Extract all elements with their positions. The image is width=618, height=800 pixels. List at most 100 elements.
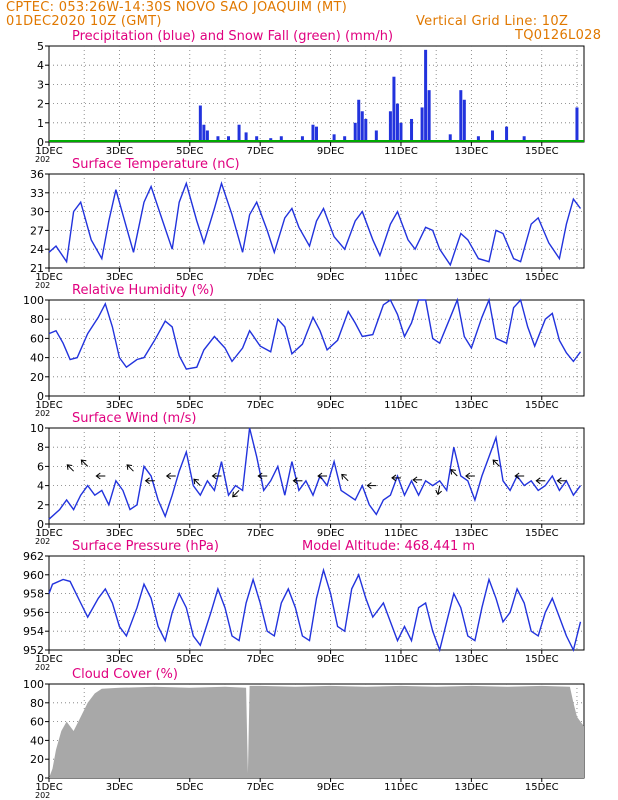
x-tick-label: 5DEC [176,654,203,665]
precip-bar [388,111,392,142]
y-tick-label: 0 [37,518,44,531]
x-tick-label: 15DEC [525,782,559,793]
y-tick-label: 0 [37,136,44,149]
wind-arrow-head [341,473,347,480]
series-line [48,297,582,370]
chart-panel-5: 952 954 956 958 960 962 1DEC 3DEC 5DEC 7DEC 9DEC 11… [23,539,585,672]
x-tick-label: 13DEC [455,782,489,793]
precip-bar [505,126,509,142]
precip-bar [216,136,220,142]
wind-arrow-head [366,482,372,489]
precip-bar [575,107,579,142]
x-tick-label: 11DEC [384,528,418,539]
y-tick-label: 8 [37,441,44,454]
x-tick-label: 7DEC [246,782,273,793]
x-tick-label: 15DEC [525,654,559,665]
x-tick-label: 13DEC [455,400,489,411]
x-tick-label: 7DEC [246,400,273,411]
x-year-label: 202 [35,663,50,672]
precip-bar [410,118,414,142]
wind-arrow-head [144,477,150,485]
x-tick-label: 3DEC [106,400,133,411]
header-model-code: TQ0126L028 [515,28,602,43]
wind-arrow-head [514,472,520,480]
series-line [48,427,582,520]
chart-title: Surface Pressure (hPa) [72,539,219,554]
chart-panel-3: 0 20 40 60 80 100 1DEC 3DEC 5DEC 7DEC 9DEC 11DEC 13D… [23,283,585,418]
x-tick-label: 11DEC [384,782,418,793]
x-tick-label: 11DEC [384,654,418,665]
x-tick-label: 3DEC [106,528,133,539]
x-tick-label: 7DEC [246,654,273,665]
precip-bar [205,130,209,142]
x-tick-label: 13DEC [455,654,489,665]
x-year-label: 202 [35,537,50,546]
x-tick-label: 11DEC [384,400,418,411]
wind-arrow-head [492,459,499,466]
plot-frame [48,299,585,397]
x-tick-label: 7DEC [246,272,273,283]
wind-arrow-head [232,491,238,498]
wind-arrow-head [80,459,87,466]
cloud-cover-area [49,685,584,778]
x-tick-label: 15DEC [525,272,559,283]
x-tick-label: 11DEC [384,146,418,157]
y-tick-label: 958 [23,588,44,601]
wind-arrow-shaft [80,459,89,467]
x-tick-label: 5DEC [176,146,203,157]
precip-bar [353,122,357,142]
precip-bar [255,136,259,142]
x-tick-label: 7DEC [246,528,273,539]
wind-arrow-head [391,474,397,482]
precip-bar [315,126,318,142]
chart-title: Precipitation (blue) and Snow Fall (gree… [72,29,393,44]
x-tick-label: 1DEC [35,782,62,793]
y-tick-label: 962 [23,550,44,563]
precip-bar [244,132,248,142]
x-tick-label: 3DEC [106,146,133,157]
x-tick-label: 13DEC [455,272,489,283]
wind-arrow-shaft [341,474,349,482]
y-tick-label: 956 [23,606,44,619]
x-tick-label: 9DEC [317,528,344,539]
x-tick-label: 5DEC [176,400,203,411]
y-tick-label: 20 [30,371,44,384]
x-tick-label: 3DEC [106,654,133,665]
precip-bar [420,107,424,142]
wind-arrow-head [126,464,133,470]
precip-bar [227,136,231,142]
plot-frame [48,173,585,269]
precip-bar [424,49,428,143]
chart-annotation: Model Altitude: 468.441 m [302,539,475,554]
wind-arrow-shaft [450,469,458,477]
wind-arrow-head [450,469,456,475]
wind-arrow-shaft [232,490,240,498]
x-tick-label: 3DEC [106,782,133,793]
precip-bar [364,118,368,142]
x-tick-label: 3DEC [106,272,133,283]
precip-bar [395,103,399,142]
chart-title: Surface Temperature (nC) [72,157,240,172]
y-tick-label: 2 [37,499,44,512]
chart-panel-2: 21 24 27 30 33 36 1DEC 3DEC 5DEC 7DEC 9DEC 11DEC 13D… [30,157,585,290]
x-tick-label: 1DEC [35,146,62,157]
series-line [48,567,582,653]
y-tick-label: 36 [30,168,44,181]
wind-arrow-head [165,472,172,480]
x-tick-label: 5DEC [176,272,203,283]
precip-bar [399,122,403,142]
x-tick-label: 1DEC [35,272,62,283]
x-year-label: 202 [35,281,50,290]
precip-bar [374,130,378,142]
x-tick-label: 11DEC [384,272,418,283]
chart-panel-4: 0 2 4 6 8 10 1DEC 3DEC 5DEC 7DEC 9DEC 11DEC 13DEC 15D… [30,411,585,546]
wind-arrow-head [211,472,217,480]
x-tick-label: 15DEC [525,146,559,157]
y-tick-label: 0 [37,772,44,785]
y-tick-label: 4 [37,59,44,72]
chart-title: Relative Humidity (%) [72,283,214,298]
y-tick-label: 100 [23,294,44,307]
y-tick-label: 954 [23,625,44,638]
precip-bar [198,105,202,142]
